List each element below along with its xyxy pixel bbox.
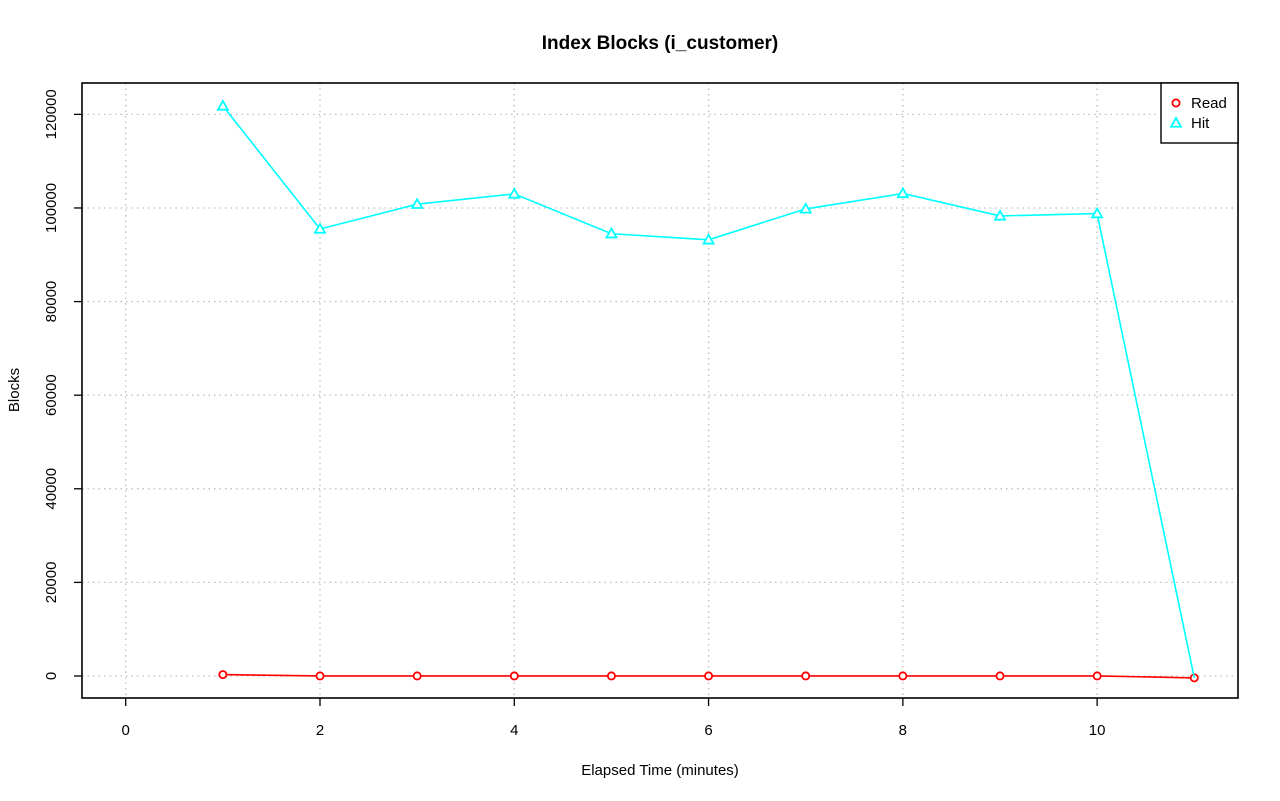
data-point: [702, 232, 716, 245]
data-point: [410, 197, 424, 209]
legend: Read Hit: [1160, 82, 1239, 144]
x-tick-label: 2: [316, 722, 324, 739]
data-point: [218, 670, 228, 680]
x-tick-label: 8: [899, 722, 907, 739]
grid-lines: [82, 83, 1238, 698]
data-point: [1090, 206, 1104, 219]
y-tick-label: 80000: [43, 281, 60, 323]
y-tick-label: 20000: [43, 562, 60, 604]
x-tick-label: 4: [510, 722, 518, 739]
legend-marker-hit: [1169, 116, 1183, 128]
x-tick-label: 6: [704, 722, 712, 739]
data-point: [704, 671, 714, 681]
y-tick-label: 100000: [43, 183, 60, 233]
y-tick-label: 60000: [43, 374, 60, 416]
data-point: [509, 671, 519, 681]
y-tick-label: 120000: [43, 89, 60, 139]
data-point: [313, 222, 327, 234]
data-point: [315, 671, 325, 681]
y-tick-label: 40000: [43, 468, 60, 510]
y-tick-label: 0: [43, 672, 60, 680]
data-point: [995, 671, 1005, 681]
data-point: [799, 202, 813, 214]
x-tick-label: 0: [122, 722, 130, 739]
legend-label-read: Read: [1191, 95, 1227, 112]
data-point: [898, 671, 908, 681]
series-layer: [216, 99, 1199, 683]
data-point: [507, 187, 521, 199]
data-point: [1092, 671, 1102, 681]
data-point: [896, 186, 910, 199]
legend-marker-read: [1171, 98, 1181, 108]
data-point: [604, 226, 618, 239]
plot-frame: [81, 82, 1239, 699]
data-point: [606, 671, 616, 681]
data-point: [412, 671, 422, 681]
chart-title: Index Blocks (i_customer): [542, 33, 779, 54]
series-read: [218, 670, 1199, 683]
y-axis-label: Blocks: [6, 368, 23, 412]
series-hit: [216, 99, 1196, 679]
data-point: [801, 671, 811, 681]
data-point: [216, 99, 230, 111]
legend-label-hit: Hit: [1191, 115, 1210, 132]
x-axis-label: Elapsed Time (minutes): [581, 762, 739, 779]
x-axis: 0 2 4 6 8 10: [122, 698, 1106, 739]
y-axis: 0 20000 40000 60000 80000 100000 120000: [43, 89, 82, 680]
x-tick-label: 10: [1089, 722, 1106, 739]
legend-box: [1160, 82, 1239, 144]
data-point: [993, 209, 1007, 221]
